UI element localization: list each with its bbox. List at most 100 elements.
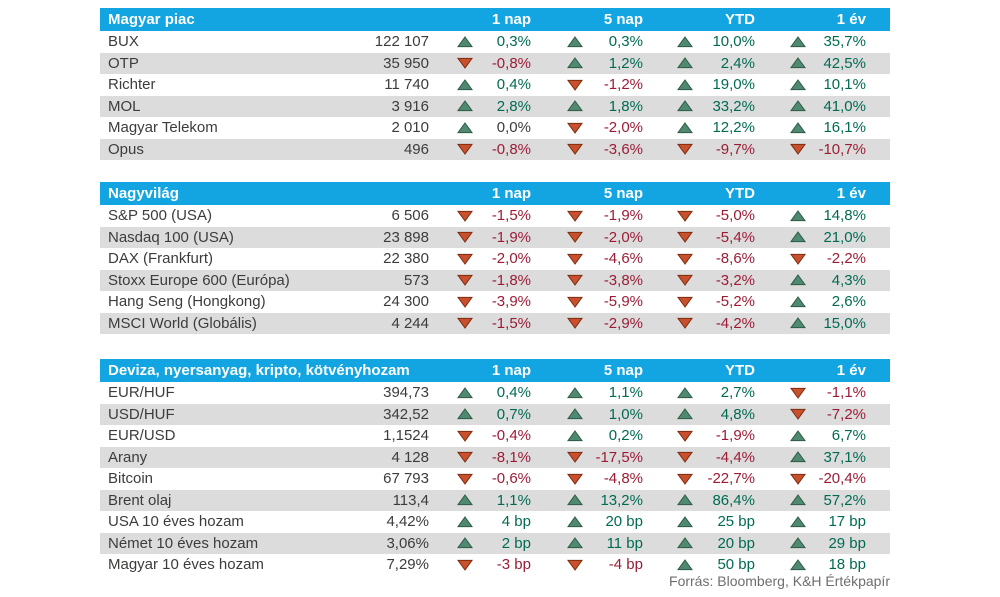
change-value: -5,0% (715, 207, 755, 225)
change-cell: -2,0% (531, 227, 643, 249)
down-triangle-icon (677, 253, 693, 265)
triangle-wrap (567, 79, 583, 91)
triangle-wrap (567, 451, 583, 464)
triangle-wrap (790, 387, 806, 399)
column-header-3: YTD (725, 11, 755, 28)
instrument-value: 24 300 (383, 293, 429, 311)
change-value: -2,0% (603, 119, 643, 137)
instrument-value: 496 (403, 140, 429, 158)
instrument-name: MSCI World (Globális) (108, 314, 257, 332)
change-cell: -7,2% (755, 404, 866, 426)
change-cell: -0,4% (435, 425, 531, 447)
triangle-wrap (677, 473, 693, 485)
triangle-wrap (457, 317, 473, 330)
triangle-wrap (790, 451, 806, 463)
change-value: -4 bp (608, 556, 643, 574)
triangle-wrap (677, 494, 693, 506)
change-cell: 2,6% (755, 291, 866, 313)
up-triangle-icon (457, 494, 473, 506)
triangle-wrap (457, 494, 473, 506)
change-cell: 0,7% (435, 404, 531, 426)
change-cell: 0,0% (435, 117, 531, 139)
column-header-3: YTD (725, 362, 755, 379)
up-triangle-icon (790, 121, 806, 133)
triangle-wrap (567, 57, 583, 69)
change-value: 86,4% (712, 491, 755, 509)
change-cell: -1,9% (435, 227, 531, 249)
triangle-wrap (677, 430, 693, 442)
change-cell: 4,3% (755, 270, 866, 292)
instrument-name: Richter (108, 76, 156, 94)
up-triangle-icon (457, 537, 473, 549)
change-value: -2,0% (491, 250, 531, 268)
change-cell: 2,4% (643, 53, 755, 75)
triangle-wrap (790, 57, 806, 69)
triangle-wrap (677, 143, 693, 156)
change-value: 0,4% (496, 384, 531, 402)
change-value: -0,8% (491, 140, 531, 158)
table-header-row: Nagyvilág 1 nap 5 nap YTD 1 év (100, 182, 890, 205)
change-cell: -5,0% (643, 205, 755, 227)
instrument-name: USD/HUF (108, 405, 175, 423)
triangle-wrap (457, 121, 473, 134)
change-cell: -2,0% (435, 248, 531, 270)
market-table: Nagyvilág 1 nap 5 nap YTD 1 év S&P 500 (USA) 6… (100, 182, 890, 334)
down-triangle-icon (567, 232, 583, 244)
table-row: Magyar 10 éves hozam 7,29% -3 bp -4 bp 50 bp… (100, 554, 890, 576)
change-value: 42,5% (823, 54, 866, 72)
change-value: -0,4% (491, 427, 531, 445)
triangle-wrap (790, 429, 806, 442)
down-triangle-icon (677, 144, 693, 156)
instrument-value: 4 244 (391, 314, 429, 332)
change-cell: -1,9% (531, 205, 643, 227)
triangle-wrap (567, 515, 583, 528)
triangle-wrap (790, 295, 806, 308)
down-triangle-icon (567, 122, 583, 134)
change-cell: 2,7% (643, 382, 755, 404)
instrument-value: 4,42% (386, 513, 429, 531)
table-title: Magyar piac (108, 11, 195, 28)
up-triangle-icon (790, 209, 806, 221)
table-row: Brent olaj 113,4 1,1% 13,2% 86,4% 57,2% (100, 489, 890, 512)
table-row: EUR/USD 1,1524 -0,4% 0,2% -1,9% 6,7% (100, 425, 890, 447)
change-cell: -1,1% (755, 382, 866, 404)
change-value: 0,4% (496, 76, 531, 94)
up-triangle-icon (790, 451, 806, 463)
table-row: BUX 122 107 0,3% 0,3% 10,0% 35,7% (100, 31, 890, 53)
change-cell: 18 bp (755, 554, 866, 576)
table-row: DAX (Frankfurt) 22 380 -2,0% -4,6% -8,6% -2,2… (100, 248, 890, 270)
change-value: 4,8% (720, 405, 755, 423)
table-row: Arany 4 128 -8,1% -17,5% -4,4% 37,1% (100, 446, 890, 468)
triangle-wrap (677, 231, 693, 244)
up-triangle-icon (567, 494, 583, 506)
triangle-wrap (567, 559, 583, 571)
up-triangle-icon (790, 57, 806, 69)
triangle-wrap (457, 386, 473, 399)
change-cell: 1,1% (435, 490, 531, 512)
triangle-wrap (790, 558, 806, 571)
change-value: -3 bp (496, 556, 531, 574)
triangle-wrap (677, 78, 693, 91)
change-cell: -3,9% (435, 291, 531, 313)
change-cell: -10,7% (755, 139, 866, 161)
change-value: 50 bp (717, 556, 755, 574)
up-triangle-icon (790, 429, 806, 441)
change-value: -1,1% (826, 384, 866, 402)
down-triangle-icon (790, 409, 806, 421)
triangle-wrap (567, 408, 583, 420)
up-triangle-icon (567, 35, 583, 47)
change-value: 6,7% (831, 427, 866, 445)
triangle-wrap (567, 210, 583, 222)
up-triangle-icon (790, 558, 806, 570)
triangle-wrap (457, 143, 473, 156)
change-value: 4,3% (831, 271, 866, 289)
down-triangle-icon (457, 210, 473, 222)
change-cell: 2,8% (435, 96, 531, 118)
up-triangle-icon (677, 78, 693, 90)
change-cell: -20,4% (755, 468, 866, 490)
triangle-wrap (677, 386, 693, 399)
triangle-wrap (567, 100, 583, 112)
column-header-4: 1 év (836, 185, 866, 202)
triangle-wrap (457, 537, 473, 549)
triangle-wrap (457, 253, 473, 265)
